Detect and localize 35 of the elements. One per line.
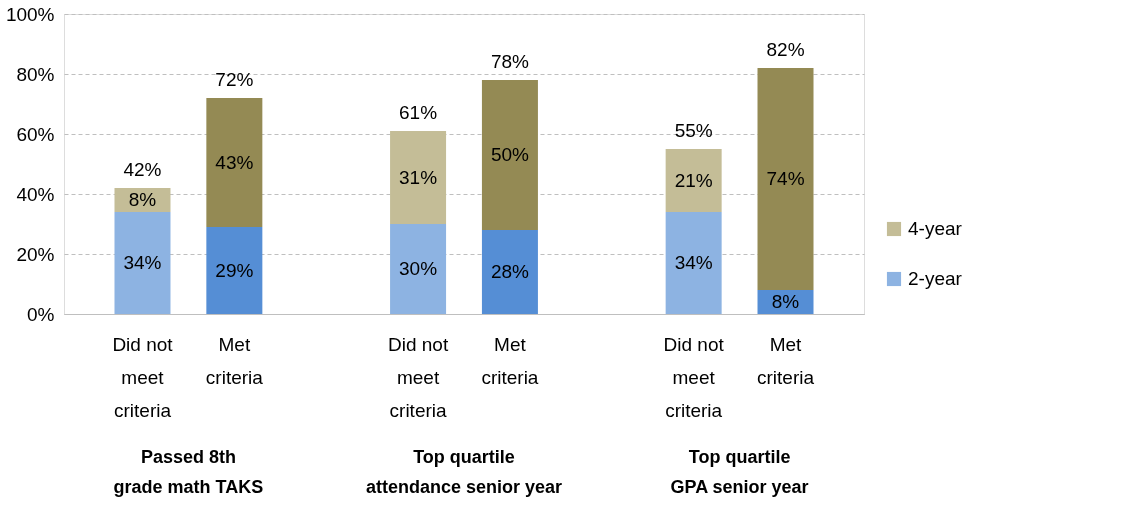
total-label: 42% bbox=[123, 159, 162, 180]
total-label: 78% bbox=[490, 51, 530, 72]
text: Top quartile attendance senior year bbox=[365, 447, 563, 497]
legend-label: 4-year bbox=[908, 218, 963, 239]
data-label: 34% bbox=[123, 252, 162, 273]
x-tick-label: Did not meet criteria bbox=[112, 334, 174, 421]
y-tick-label: 40% bbox=[16, 183, 55, 205]
y-tick-label: 80% bbox=[16, 63, 55, 85]
total-label: 82% bbox=[766, 39, 805, 60]
text: Top quartile GPA senior year bbox=[670, 447, 809, 497]
data-label: 43% bbox=[215, 151, 254, 173]
x-tick-label: Did not meet criteria bbox=[387, 334, 449, 421]
x-tick-label: Met criteria bbox=[481, 334, 539, 388]
text: Passed 8th grade math TAKS bbox=[113, 447, 264, 497]
y-tick-label: 60% bbox=[16, 123, 55, 145]
data-label: 31% bbox=[399, 166, 438, 188]
data-label: 29% bbox=[215, 259, 254, 281]
total-label: 61% bbox=[399, 102, 438, 123]
y-tick-label: 0% bbox=[27, 303, 55, 325]
total-label: 55% bbox=[674, 120, 713, 141]
data-label: 8% bbox=[771, 291, 800, 312]
legend-label: 2-year bbox=[908, 268, 963, 289]
data-label: 50% bbox=[490, 144, 530, 165]
data-label: 21% bbox=[674, 169, 713, 191]
y-tick-label: 100% bbox=[5, 3, 55, 25]
total-label: 72% bbox=[215, 69, 254, 90]
data-label: 34% bbox=[674, 252, 713, 273]
x-tick-label: Met criteria bbox=[757, 334, 815, 388]
data-label: 28% bbox=[490, 261, 530, 282]
y-tick-label: 20% bbox=[16, 243, 55, 265]
data-label: 74% bbox=[766, 168, 805, 189]
x-tick-label: Met criteria bbox=[205, 334, 264, 388]
data-label: 8% bbox=[128, 189, 157, 210]
x-tick-label: Did not meet criteria bbox=[663, 334, 725, 421]
data-label: 30% bbox=[399, 258, 438, 279]
